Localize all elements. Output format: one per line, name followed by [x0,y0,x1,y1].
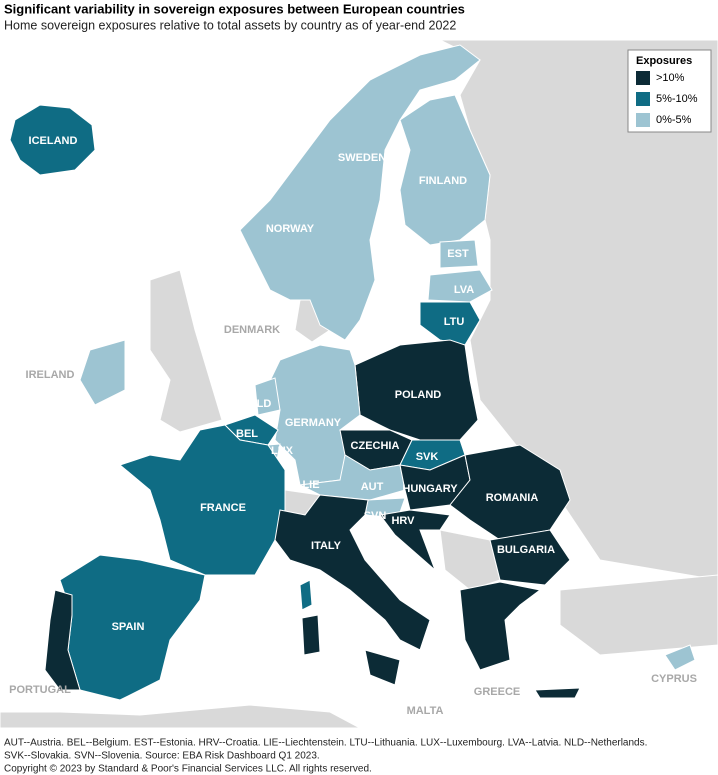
country-label: FRANCE [200,502,246,514]
balkans [439,529,501,591]
legend-label: >10% [656,72,685,84]
country-label: GERMANY [285,417,342,429]
finland [399,94,491,246]
footnote: AUT--Austria. BEL--Belgium. EST--Estonia… [4,738,647,749]
country-label: BEL [236,428,258,440]
africa [0,704,361,729]
ireland [79,339,126,406]
country-label: ROMANIA [486,492,539,504]
legend-swatch [636,113,650,127]
country-label: ICELAND [29,135,78,147]
country-label: SPAIN [112,621,145,633]
country-label: LIE [302,479,319,491]
crete [534,687,581,699]
legend-swatch [636,71,650,85]
country-label: CYPRUS [651,673,697,685]
country-label: MALTA [407,705,444,717]
country-label: NORWAY [266,223,315,235]
country-label: SVK [416,451,439,463]
subtitle: Home sovereign exposures relative to tot… [4,18,456,32]
country-label: CZECHIA [351,440,400,452]
country-label: HRV [391,515,415,527]
france [118,424,286,576]
legend: Exposures >10% 5%-10% 0%-5% [627,49,712,133]
country-label: LTU [444,316,465,328]
netherlands [254,377,281,416]
title: Significant variability in sovereign exp… [4,1,465,16]
country-label: GREECE [474,686,520,698]
italy [274,494,431,651]
country-label: PORTUGAL [9,684,71,696]
copyright: Copyright © 2023 by Standard & Poor's Fi… [4,764,372,775]
country-label: LUX [271,445,294,457]
country-labels: ICELAND SWEDEN FINLAND NORWAY EST LVA LT… [9,135,697,717]
legend-title: Exposures [636,55,692,67]
country-label: LVA [454,284,474,296]
country-label: BULGARIA [497,544,555,556]
corsica [299,579,313,611]
estonia [439,239,479,269]
map-shapes [0,39,718,729]
country-label: IRELAND [26,369,75,381]
country-label: FINLAND [419,175,467,187]
country-label: DENMARK [224,324,280,336]
iceland [9,104,96,176]
country-label: EST [447,248,469,260]
footnote: SVK--Slovakia. SVN--Slovenia. Source: EB… [4,751,320,762]
legend-label: 5%-10% [656,93,698,105]
country-label: NLD [249,398,272,410]
cyprus [664,644,696,671]
country-label: AUT [361,481,384,493]
turkey [559,574,718,656]
country-label: SWEDEN [338,152,386,164]
country-label: HUNGARY [402,483,458,495]
country-label: SVN [364,510,387,522]
portugal [44,589,81,691]
sardinia [301,614,321,656]
country-label: POLAND [395,389,442,401]
legend-swatch [636,92,650,106]
croatia [379,509,451,571]
poland [354,339,479,441]
greece [459,581,542,671]
legend-label: 0%-5% [656,114,692,126]
latvia [427,269,493,303]
sicily [364,649,401,686]
country-label: ITALY [311,540,342,552]
bulgaria [489,529,571,586]
uk [149,269,223,433]
